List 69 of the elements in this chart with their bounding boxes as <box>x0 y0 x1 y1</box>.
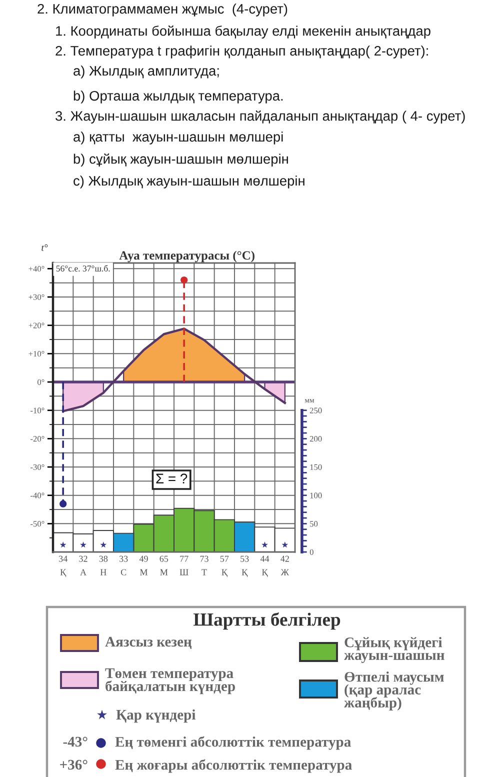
line-series <box>62 328 286 412</box>
y2-tick-label: 0 <box>310 549 314 555</box>
data-label: 53 <box>240 556 249 562</box>
chart-title: Ауа температурасы (°C) <box>119 250 254 262</box>
y-tick-label: +30° <box>28 294 44 300</box>
text: 3. Жауын-шашын шкаласын пайдаланып анықтаңдар ( 4- сурет) <box>56 110 465 124</box>
data-label: 65 <box>160 556 168 562</box>
x-tick-label: Қ <box>60 569 66 578</box>
annotation: 56°с.е. 37°ш.б. <box>56 265 110 272</box>
point <box>100 542 107 548</box>
text: 2. Климатограммамен жұмыс (4-сурет) <box>38 4 288 16</box>
data-label: 38 <box>99 556 108 562</box>
point <box>282 542 288 548</box>
data-label: 49 <box>139 556 148 562</box>
x-tick-label: Ж <box>280 569 289 576</box>
text: a) қатты жауын-шашын мөлшері <box>74 132 283 144</box>
legend-label: Аязсыз кезең <box>105 636 192 650</box>
y-tick-label: -10° <box>30 408 44 414</box>
legend-label: Ең төменгі абсолюттік температура <box>115 736 351 750</box>
y2-tick-label: 150 <box>310 464 322 470</box>
y-tick-label: -20° <box>30 436 44 442</box>
data-label: 33 <box>120 556 128 562</box>
x-tick-label: Қ <box>242 569 248 578</box>
text: 1. Координаты бойынша бақылау елді мекенін анықтаңдар <box>56 25 430 39</box>
text: +36° <box>60 760 88 770</box>
text: -43° <box>63 736 88 747</box>
y-axis-title: t° <box>42 244 48 251</box>
y-tick-label: +40° <box>28 266 44 272</box>
x-tick-label: Қ <box>262 569 268 578</box>
text: a) Жылдық амплитуда; <box>74 66 219 78</box>
legend-label: Ең жоғары абсолюттік температура <box>115 759 352 773</box>
text: b) Орташа жылдық температура. <box>74 90 283 104</box>
text: b) сұйық жауын-шашын мөлшерін <box>74 153 288 167</box>
x-tick-label: С <box>120 569 126 576</box>
data-label: 44 <box>260 556 270 562</box>
x-tick-label: Қ <box>222 569 228 578</box>
x-tick-label: А <box>80 569 86 576</box>
legend-title: Шартты белгілер <box>193 612 340 630</box>
point <box>262 542 268 548</box>
legend-label: Төмен температура байқалатын күндер <box>105 668 235 694</box>
data-label: 32 <box>79 556 88 562</box>
data-label: 34 <box>59 556 68 562</box>
x-tick-label: Т <box>202 569 207 576</box>
y-tick-label: 0° <box>37 379 44 385</box>
y-tick-label: +10° <box>28 351 44 357</box>
legend-label: Өтпелі маусым (қар аралас жаңбыр) <box>344 671 444 711</box>
data-label: 42 <box>280 556 289 562</box>
x-tick-label: Н <box>100 569 106 576</box>
data-label: 57 <box>220 556 229 562</box>
y2-tick-label: 200 <box>310 436 322 442</box>
point <box>60 500 67 508</box>
point <box>180 276 188 284</box>
y-tick-label: -30° <box>30 464 44 470</box>
legend-label: Сұйық күйдегі жауын-шашын <box>344 637 444 663</box>
y-tick-label: -40° <box>30 492 44 498</box>
x-tick-label: М <box>160 569 168 576</box>
text: c) Жылдық жауын-шашын мөлшерін <box>74 176 304 188</box>
y2-tick-label: 100 <box>310 492 322 498</box>
annotation: Σ = ? <box>156 474 188 484</box>
x-tick-label: М <box>140 569 148 576</box>
x-tick-label: Ш <box>180 569 188 576</box>
data-label: 73 <box>200 556 208 562</box>
legend-label: Қар күндері <box>116 709 196 723</box>
text: 2. Температура t графигін қолданып анықтаңдар( 2-сурет): <box>56 46 428 58</box>
y-tick-label: +20° <box>28 322 44 328</box>
y2-tick-label: 50 <box>310 521 318 527</box>
y-tick-label: -50° <box>30 521 44 527</box>
y2-tick-label: 250 <box>310 408 322 414</box>
data-label: 77 <box>180 556 188 562</box>
